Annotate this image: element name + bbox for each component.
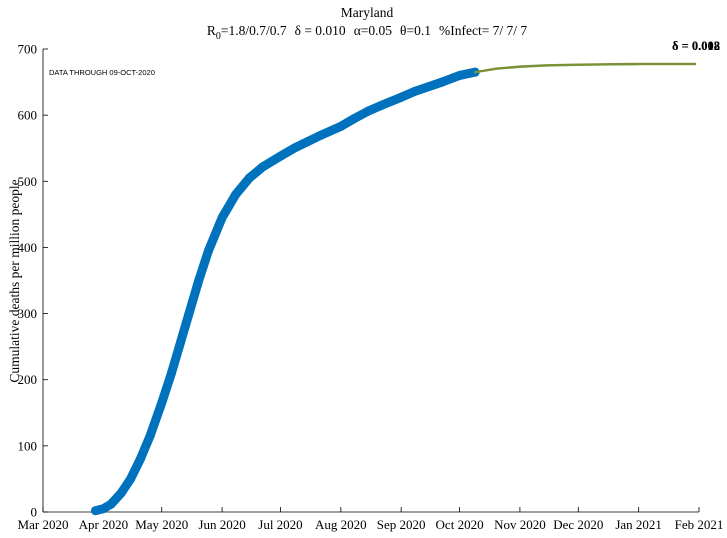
observed-data-point <box>336 121 346 131</box>
subtitle-r0: R <box>207 23 216 38</box>
observed-data-point <box>106 499 116 509</box>
data-through-annotation: DATA THROUGH 09-OCT-2020 <box>49 68 155 77</box>
observed-data-point <box>316 130 326 140</box>
chart-subtitle: R0=1.8/0.7/0.7 δ = 0.010 α=0.05 θ=0.1 %Infec… <box>207 23 528 42</box>
y-tick-label: 600 <box>18 108 38 123</box>
y-tick-label: 700 <box>18 42 38 57</box>
subtitle-r0-values: =1.8/0.7/0.7 <box>221 23 287 38</box>
y-tick-label: 100 <box>18 438 38 453</box>
observed-data-point <box>244 173 254 183</box>
observed-data-point <box>116 488 126 498</box>
observed-data-point <box>98 504 108 514</box>
projection-series-line <box>474 62 697 74</box>
x-tick-label: Sep 2020 <box>377 517 426 532</box>
y-tick-label: 0 <box>31 505 38 520</box>
observed-data-point <box>303 137 313 147</box>
subtitle-infect: %Infect= 7/ 7/ 7 <box>439 23 527 38</box>
observed-data-point <box>217 213 227 223</box>
subtitle-theta: θ=0.1 <box>400 23 431 38</box>
observed-data-point <box>377 100 387 110</box>
chart-title: Maryland <box>341 5 394 20</box>
x-tick-label: Oct 2020 <box>436 517 484 532</box>
subtitle-r0-subscript: 0 <box>216 31 221 42</box>
observed-data-point <box>423 82 433 92</box>
x-tick-label: Mar 2020 <box>18 517 69 532</box>
subtitle-delta: δ = 0.010 <box>295 23 346 38</box>
observed-data-point <box>145 431 155 441</box>
x-tick-label: Jan 2021 <box>615 517 662 532</box>
x-tick-label: Aug 2020 <box>315 517 367 532</box>
y-tick-label: 200 <box>18 372 38 387</box>
observed-data-point <box>126 474 136 484</box>
observed-data-point <box>194 276 204 285</box>
observed-data-point <box>437 77 447 87</box>
x-tick-label: Jun 2020 <box>198 517 245 532</box>
observed-data-point <box>166 368 176 378</box>
observed-data-point <box>396 92 406 102</box>
observed-data-point <box>349 113 359 123</box>
observed-data-point <box>135 454 145 464</box>
observed-data-point <box>289 143 299 153</box>
observed-data-point <box>157 398 167 408</box>
y-tick-label: 300 <box>18 306 38 321</box>
x-tick-label: Feb 2021 <box>675 517 724 532</box>
projection-end-label: δ = 0.012 <box>672 39 720 53</box>
projection-end-label: δ = 0.008 <box>672 39 720 53</box>
observed-data-point <box>184 309 194 319</box>
observed-series-line <box>91 67 480 516</box>
x-tick-label: Apr 2020 <box>79 517 128 532</box>
series-layer <box>91 62 697 516</box>
observed-data-point <box>275 151 285 161</box>
observed-data-point <box>174 342 184 352</box>
x-tick-label: Dec 2020 <box>553 517 603 532</box>
observed-data-point <box>258 162 268 172</box>
y-axis-label: Cumulative deaths per million people <box>7 179 22 382</box>
axes <box>42 49 699 513</box>
subtitle-alpha: α=0.05 <box>354 23 393 38</box>
x-tick-label: Nov 2020 <box>494 517 546 532</box>
y-tick-label: 400 <box>18 240 38 255</box>
observed-data-point <box>363 106 373 116</box>
observed-data-point <box>410 86 420 96</box>
x-ticks: Mar 2020 Apr 2020 May 2020 Jun 2020 Jul 2020… <box>18 507 724 532</box>
observed-data-point <box>455 70 465 80</box>
observed-data-point <box>203 246 213 256</box>
observed-data-point <box>91 506 101 516</box>
x-tick-label: Jul 2020 <box>258 517 302 532</box>
x-tick-label: May 2020 <box>135 517 188 532</box>
observed-data-point <box>231 190 241 200</box>
y-tick-label: 500 <box>18 174 38 189</box>
y-ticks: 0 100 200 300 400 500 600 700 <box>18 42 48 520</box>
